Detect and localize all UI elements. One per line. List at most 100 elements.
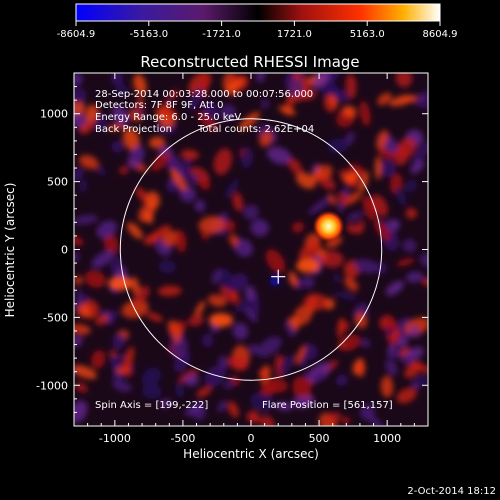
heatmap-blob [158, 260, 176, 274]
heatmap-blob [218, 355, 228, 371]
heatmap-blob [146, 312, 164, 322]
heatmap-blob [202, 333, 213, 348]
heatmap-blob [136, 95, 144, 111]
x-axis-label: Heliocentric X (arcsec) [183, 447, 319, 461]
heatmap-blob [110, 73, 124, 86]
heatmap-blob [380, 375, 394, 398]
heatmap-blob [111, 140, 124, 153]
heatmap-blob [131, 276, 140, 295]
heatmap-blob [122, 367, 133, 377]
heatmap-blob [223, 220, 236, 232]
heatmap-blob [377, 92, 392, 106]
heatmap-blob [115, 84, 129, 97]
y-axis-label: Heliocentric Y (arcsec) [3, 183, 17, 318]
footer-date: 2-Oct-2014 18:12 [407, 486, 496, 497]
heatmap-blob [162, 100, 173, 111]
heatmap-blob [328, 95, 338, 108]
heatmap-blob [419, 253, 428, 268]
heatmap-blob [74, 400, 88, 423]
heatmap-blob [96, 220, 117, 239]
heatmap-blob [189, 87, 203, 111]
heatmap-blob [260, 377, 288, 393]
heatmap-blob [234, 297, 253, 313]
heatmap-blob [376, 129, 389, 150]
heatmap-blob [74, 235, 84, 246]
heatmap-blob [91, 350, 106, 369]
heatmap-blob [232, 322, 249, 340]
heatmap-blob [342, 171, 358, 184]
heatmap-blob [279, 354, 295, 376]
heatmap-blob [154, 107, 178, 118]
heatmap-blob [201, 231, 210, 240]
heatmap-blob [194, 300, 206, 317]
heatmap-blob [184, 402, 204, 416]
heatmap-blob [292, 395, 315, 409]
heatmap-blob [336, 192, 349, 206]
heatmap-blob [375, 262, 387, 275]
heatmap-blob [327, 138, 348, 154]
heatmap-blob [250, 219, 270, 237]
heatmap-blob [141, 367, 161, 387]
heatmap-blob [194, 199, 206, 213]
heatmap-blob [413, 374, 428, 387]
image-area [73, 72, 429, 427]
heatmap-blob [257, 336, 282, 358]
plot-title: Reconstructed RHESSI Image [140, 53, 359, 71]
x-tick-label: 500 [309, 432, 330, 445]
heatmap-blob [143, 233, 160, 246]
heatmap-blob [107, 309, 118, 325]
heatmap-blob [184, 373, 199, 386]
heatmap-blob [303, 293, 328, 311]
heatmap-blob [265, 249, 286, 273]
heatmap-blob [322, 81, 338, 94]
heatmap-blob [200, 180, 211, 190]
heatmap-blob [359, 171, 369, 193]
heatmap-blob [233, 238, 254, 257]
heatmap-blob [74, 324, 91, 335]
heatmap-blob [121, 299, 149, 319]
heatmap-blob [227, 401, 239, 418]
heatmap-blob [133, 73, 147, 95]
heatmap-blob [162, 230, 180, 247]
heatmap-blob [96, 166, 106, 176]
annotation-detectors: Detectors: 7F 8F 9F, Att 0 [95, 100, 223, 111]
heatmap-blob [284, 321, 296, 338]
secondary-source [296, 258, 321, 273]
heatmap-blob [213, 148, 233, 175]
heatmap-blob [224, 178, 240, 199]
heatmap-blob [122, 127, 140, 151]
heatmap-blob [410, 159, 425, 174]
heatmap-blob [175, 230, 187, 253]
heatmap-blob [405, 207, 417, 219]
heatmap-blob [112, 333, 126, 350]
heatmap-blob [74, 73, 83, 87]
heatmap-blob [167, 89, 179, 100]
heatmap-blob [79, 120, 95, 135]
heatmap-blob [374, 219, 391, 241]
y-tick-label: 500 [47, 176, 68, 189]
heatmap-blob [378, 148, 394, 160]
x-tick-label: 1000 [373, 432, 401, 445]
heatmap-blob [346, 211, 363, 222]
heatmap-blob [149, 136, 166, 149]
heatmap-blob [112, 105, 129, 127]
colorbar-tick-label: -1721.0 [202, 29, 241, 40]
heatmap-blob [344, 131, 355, 147]
heatmap-blob [295, 172, 316, 189]
heatmap-blob [308, 196, 332, 215]
crosshair-marker [271, 269, 286, 284]
heatmap-blob [167, 320, 183, 338]
heatmap-blob [385, 280, 404, 296]
heatmap-structures [74, 73, 428, 426]
heatmap-blob [91, 250, 115, 268]
heatmap-blob [230, 291, 240, 300]
heatmap-blob [79, 179, 88, 193]
y-axis: 1000 500 0 -500 -1000 [36, 86, 428, 413]
heatmap-blob [204, 365, 226, 387]
heatmap-blob [333, 291, 358, 301]
heatmap-blob [410, 362, 428, 373]
heatmap-blob [386, 347, 401, 359]
heatmap-blob [250, 413, 261, 424]
heatmap-blob [74, 252, 79, 262]
heatmap-blob [74, 167, 84, 181]
